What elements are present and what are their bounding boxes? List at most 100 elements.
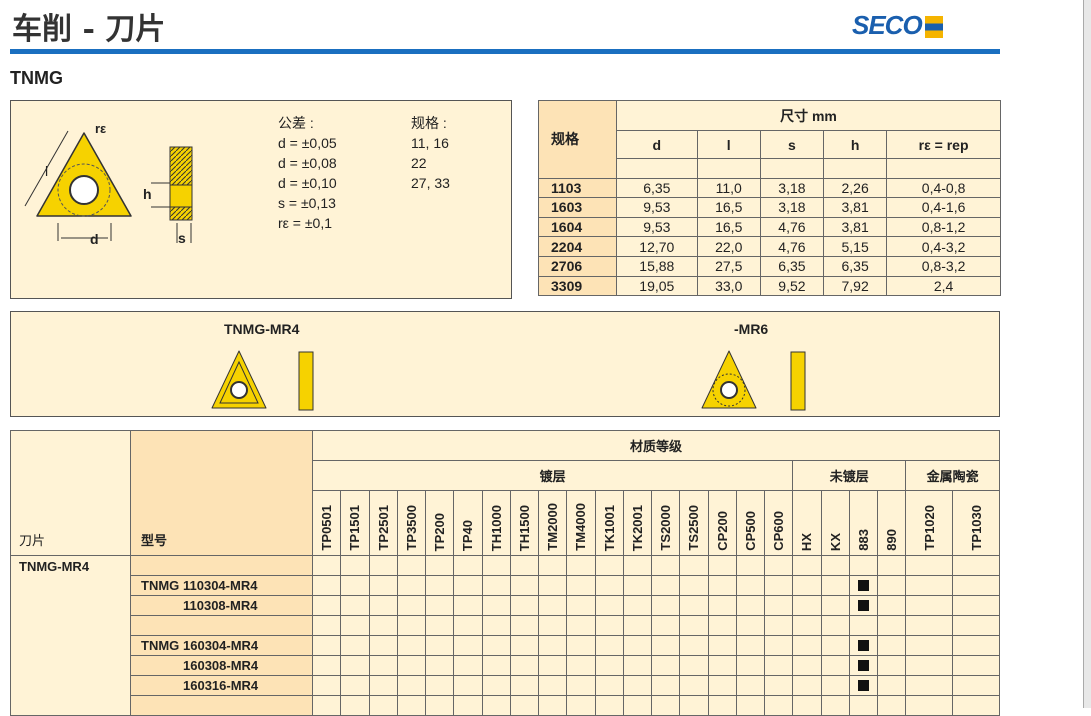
grade-row [11, 695, 1000, 716]
grade-cell [650, 675, 681, 696]
grade-name: TP1020 [921, 505, 937, 551]
grade-cell [340, 575, 370, 596]
grade-cell [368, 655, 398, 676]
grade-cell [905, 595, 954, 616]
grade-name: TK2001 [629, 504, 645, 551]
grade-cell [952, 615, 1000, 636]
empty-cell [823, 158, 888, 179]
grade-group-header: 未镀层 [792, 460, 907, 491]
grade-column-header: CP200 [707, 490, 737, 556]
grade-cell [876, 675, 907, 696]
dimension-cell: 0,4-1,6 [886, 197, 1001, 218]
grade-cell [368, 635, 398, 656]
grade-table: 刀片 型号 材质等级 镀层 未镀层 金属陶瓷 TP0501 TP1501 TP2501 TP350… [10, 430, 1000, 716]
grade-cell [537, 595, 568, 616]
grade-cell [311, 555, 342, 576]
grade-column-header: TP2501 [368, 490, 398, 556]
grade-cell [650, 695, 681, 716]
grade-cell [679, 555, 709, 576]
grade-cell [952, 655, 1000, 676]
grade-cell [952, 575, 1000, 596]
geometry-panel: TNMG-MR4 -MR6 [10, 311, 1000, 417]
grade-name: TP40 [460, 519, 476, 551]
grade-cell [876, 635, 907, 656]
grade-cell [876, 615, 907, 636]
scrollbar[interactable] [1083, 0, 1091, 708]
grade-column-header: TH1500 [509, 490, 540, 556]
tolerance-line: rε = ±0,1 [278, 215, 333, 231]
dimension-column-header: s [759, 130, 825, 159]
type-prefix: TNMG [141, 578, 180, 593]
tolerance-line: s = ±0,13 [278, 195, 336, 211]
grade-cell [509, 695, 540, 716]
grade-cell [509, 575, 540, 596]
grade-cell [848, 595, 879, 616]
grade-cell [396, 555, 427, 576]
grade-name: 883 [855, 529, 871, 551]
grade-column-header: TM2000 [537, 490, 568, 556]
grade-cell [311, 615, 342, 636]
type-cell: TNMG 110304-MR4 [130, 575, 313, 596]
dimension-row: 1603 9,53 16,5 3,18 3,81 0,4-1,6 [538, 197, 1001, 218]
dimension-table: 规格 尺寸 mm d l s h rε = rep 1103 6,35 11,0 3,18 2,26 0… [538, 100, 1001, 297]
dimension-row: 1604 9,53 16,5 4,76 3,81 0,8-1,2 [538, 216, 1001, 238]
grade-cell [594, 615, 624, 636]
grade-cell [679, 695, 709, 716]
type-code: 160308-MR4 [183, 658, 259, 673]
grade-cell [792, 575, 822, 596]
grade-cell [566, 695, 596, 716]
dimension-cell: 9,52 [759, 275, 825, 297]
grade-cell [453, 575, 483, 596]
grade-cell [905, 615, 954, 636]
grade-cell [481, 575, 511, 596]
dimension-column-header: l [696, 130, 761, 159]
grade-cell [735, 635, 766, 656]
grade-cell [340, 555, 370, 576]
grade-cell [650, 555, 681, 576]
dimension-group-header: 尺寸 mm [616, 100, 1001, 131]
grade-cell [952, 635, 1000, 656]
grade-name: CP500 [742, 511, 758, 551]
grade-cell [707, 595, 737, 616]
grade-name: CP200 [714, 511, 730, 551]
grade-cell [622, 595, 653, 616]
grade-column-header: TP40 [453, 490, 483, 556]
mr4-insert-icon [211, 350, 314, 411]
grade-column-header: TP3500 [396, 490, 427, 556]
grade-name: HX [799, 532, 815, 551]
grade-name: TM4000 [573, 503, 589, 551]
grade-name: TP1501 [347, 505, 363, 551]
grade-cell [876, 595, 907, 616]
grade-cell [594, 555, 624, 576]
type-cell: TNMG 160304-MR4 [130, 635, 313, 656]
grade-cell [396, 655, 427, 676]
grade-cell [792, 635, 822, 656]
grade-cell [905, 655, 954, 676]
tolerance-list: 公差 : d = ±0,05 d = ±0,08 d = ±0,10 s = ±… [278, 113, 337, 233]
label-s: s [178, 230, 186, 246]
grade-column-header: TP1501 [340, 490, 370, 556]
tolerance-line: d = ±0,05 [278, 135, 337, 151]
grade-column-header: TM4000 [566, 490, 596, 556]
spec-line: 27, 33 [411, 175, 450, 191]
grade-cell [368, 555, 398, 576]
grade-cell [820, 675, 850, 696]
grade-cell [509, 595, 540, 616]
dimension-cell: 33,0 [696, 275, 761, 297]
grade-cell [622, 575, 653, 596]
grade-column-header: TK2001 [622, 490, 653, 556]
grade-column-header: KX [820, 490, 850, 556]
dimension-cell: 4,76 [759, 236, 825, 257]
grade-name: TP1030 [968, 505, 984, 551]
type-cell: 160316-MR4 [130, 675, 313, 696]
spec-list: 规格 : 11, 16 22 27, 33 [411, 113, 450, 193]
dimension-row: 3309 19,05 33,0 9,52 7,92 2,4 [538, 275, 1001, 297]
grade-cell [707, 555, 737, 576]
grade-cell [311, 635, 342, 656]
grade-column-header: HX [792, 490, 822, 556]
type-cell [130, 615, 313, 636]
recommended-mark-icon [857, 580, 869, 591]
grade-name: TP0501 [319, 505, 335, 551]
recommended-mark-icon [857, 640, 869, 651]
grade-cell [679, 615, 709, 636]
